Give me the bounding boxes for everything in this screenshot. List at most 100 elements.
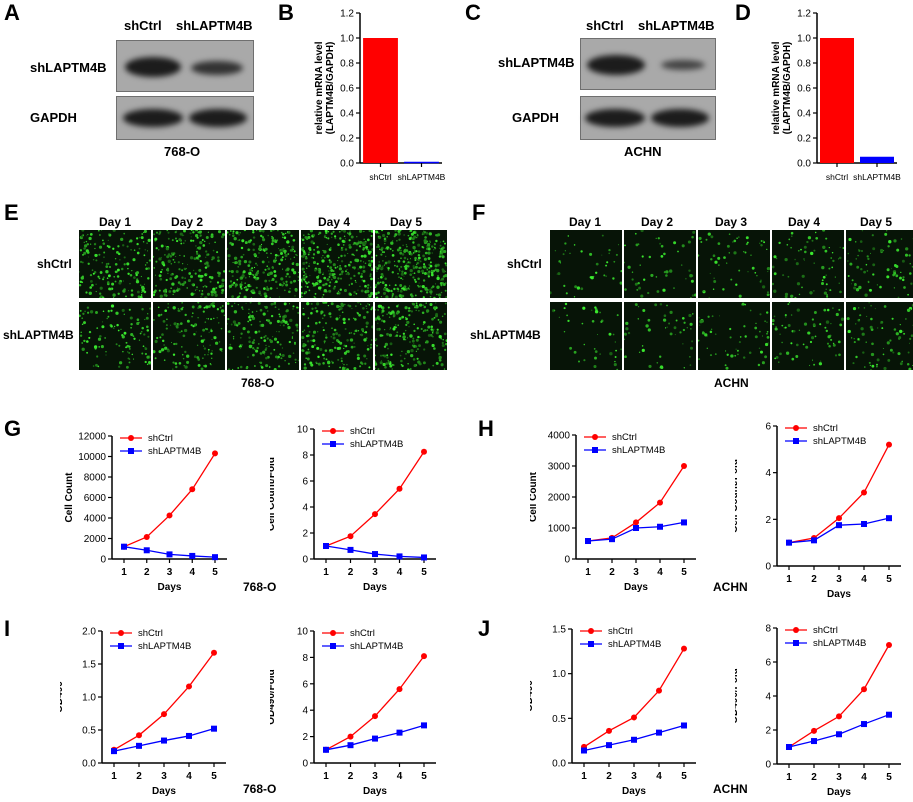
cell-dot [229,343,232,346]
cell-dot [409,230,413,232]
cell-dot [193,355,197,358]
cell-dot [317,269,320,271]
cell-dot [174,362,178,365]
cell-dot [268,345,270,348]
cell-dot [342,244,345,246]
cell-dot [868,302,870,304]
cell-dot [437,233,441,237]
cell-dot [265,364,269,368]
cell-dot [312,339,316,343]
cell-dot [197,274,201,278]
cell-dot [409,334,413,338]
cell-dot [324,322,328,325]
cell-dot [315,267,317,269]
cell-dot [594,310,599,314]
cell-dot [230,323,233,326]
cell-dot [320,289,322,291]
data-point [633,525,639,531]
cell-dot [386,356,389,359]
cell-dot [619,281,622,285]
cell-dot [166,268,170,272]
y-tick-label: 8 [302,653,308,664]
cell-dot [270,314,274,318]
data-point [143,533,150,540]
cell-dot [404,248,407,251]
cell-dot [406,337,409,339]
cell-dot [813,311,817,314]
cell-dot [396,331,399,334]
cell-dot [424,329,427,332]
cell-dot [818,362,823,366]
cell-dot [436,328,439,331]
cell-dot [425,340,429,344]
day-label: Day 1 [99,215,132,229]
cell-dot [388,316,391,318]
cell-dot [402,288,406,291]
cell-dot [281,353,285,358]
series-line-shctrl [583,648,685,748]
cell-dot [564,250,566,252]
data-point [631,714,637,721]
cell-dot [416,327,419,330]
cell-dot [322,353,325,357]
lane-label-shlaptm4b: shLAPTM4B [176,18,253,33]
cell-dot [141,288,145,292]
cell-dot [744,303,747,306]
cell-dot [280,355,282,357]
cell-dot [167,259,171,263]
cell-dot [815,236,819,240]
cell-dot [624,355,627,359]
cell-dot [196,230,198,232]
data-point [186,732,192,739]
cell-dot [725,350,727,352]
cell-dot [252,353,255,357]
cell-dot [251,341,255,345]
cell-dot [332,342,334,343]
cell-dot [88,236,92,241]
x-tick-label: 4 [397,771,403,782]
cell-dot [420,327,423,331]
cell-dot [426,269,428,271]
cell-dot [236,278,239,281]
cell-dot [445,342,447,346]
cell-dot [92,258,95,261]
cell-dot [778,241,781,245]
cell-dot [297,275,299,278]
cell-dot [692,230,696,234]
cell-dot [203,306,206,309]
cell-dot [196,248,198,250]
cell-dot [563,307,566,310]
cell-dot [341,239,345,243]
cell-dot [826,294,828,296]
cell-dot [86,235,88,237]
cell-dot [363,354,367,358]
cell-dot [297,279,299,282]
cell-dot [683,367,685,369]
cell-dot [859,314,862,316]
cell-dot [889,339,892,342]
cell-dot [130,249,132,251]
cell-dot [158,289,161,292]
data-point [421,653,427,660]
cell-dot [306,357,310,361]
cell-dot [210,318,213,321]
fluorescence-image [550,230,622,298]
cell-dot [413,323,415,326]
cell-dot [318,270,322,274]
legend-marker [128,448,134,454]
cell-dot [154,274,157,276]
y-tick-label: 4 [765,468,771,479]
cell-dot [324,230,328,233]
cell-dot [400,249,402,252]
cell-dot [306,285,309,289]
cell-dot [127,290,130,292]
cell-dot [886,275,890,279]
cell-dot [795,262,799,266]
cell-dot [803,259,805,261]
data-point [323,543,329,549]
cell-dot [391,368,393,370]
cell-dot [687,240,691,244]
y-tick-label: 0 [302,555,308,566]
cell-dot [176,323,179,325]
data-point [396,553,403,560]
